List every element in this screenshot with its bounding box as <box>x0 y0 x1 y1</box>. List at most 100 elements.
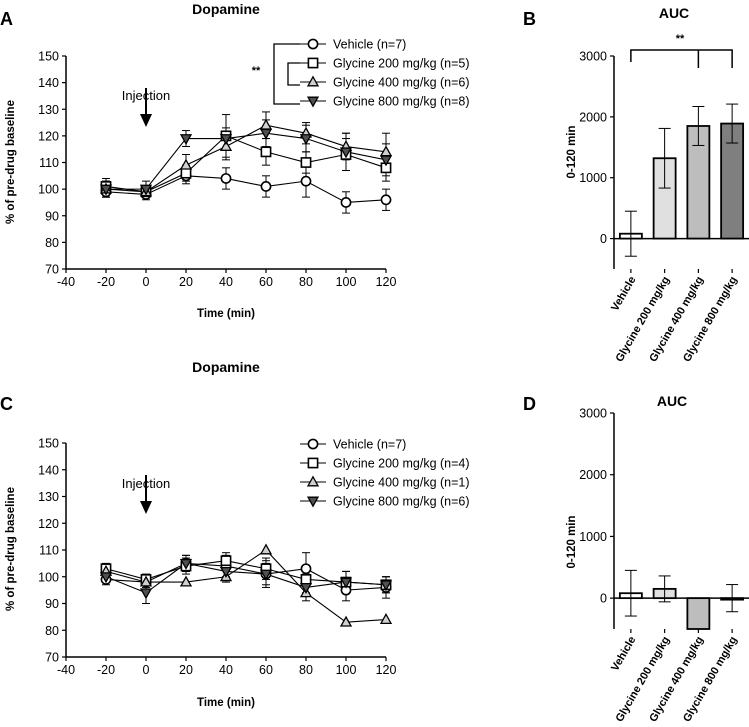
panel-c-x-tick-label: -20 <box>97 663 115 677</box>
panel-a-x-tick-label: 60 <box>259 275 273 289</box>
data-point-circle <box>260 181 272 192</box>
panel-a-y-tick-label: 70 <box>45 263 59 277</box>
legend-label: Vehicle (n=7) <box>333 38 406 52</box>
panel-c-x-tick-label: -40 <box>57 663 75 677</box>
data-point-triangle-up <box>179 575 193 587</box>
panel-d-y-tick-label: 3000 <box>579 407 607 421</box>
panel-c-y-tick-label: 70 <box>45 651 59 665</box>
panel-d-y-tick-label: 0 <box>600 592 607 606</box>
data-point-square <box>300 574 312 585</box>
legend-label: Glycine 200 mg/kg (n=5) <box>333 57 470 71</box>
data-point-triangle-down <box>259 569 273 581</box>
panel-b-y-tick-label: 3000 <box>579 50 607 64</box>
panel-c-y-tick-label: 80 <box>45 624 59 638</box>
series-line <box>106 132 387 190</box>
panel-c-y-tick-label: 100 <box>38 570 59 584</box>
panel-c-line-chart: Dopamine % of pre-drug baseline Time (mi… <box>5 359 470 709</box>
legend-label: Glycine 400 mg/kg (n=6) <box>333 76 470 90</box>
panel-a-y-tick-label: 100 <box>38 183 59 197</box>
panel-b-y-tick-label: 1000 <box>579 171 607 185</box>
legend-label: Glycine 800 mg/kg (n=8) <box>333 95 470 109</box>
series-line <box>105 562 387 591</box>
data-point-triangle-down <box>99 184 113 196</box>
series-line <box>105 562 387 594</box>
legend-marker-triangle-up <box>306 475 320 487</box>
data-point-triangle-up <box>379 613 393 624</box>
legend-label: Glycine 400 mg/kg (n=1) <box>333 476 470 490</box>
data-point-triangle-down <box>299 134 313 146</box>
panel-b-y-tick-label: 2000 <box>579 110 607 124</box>
data-point-square <box>300 157 312 168</box>
series-line <box>105 135 387 193</box>
panel-a-line-chart: Dopamine % of pre-drug baseline Time (mi… <box>5 1 470 320</box>
panel-d-y-tick-label: 1000 <box>579 530 607 544</box>
panel-c-x-tick-label: 40 <box>219 663 233 677</box>
panel-c-y-tick-label: 130 <box>38 490 59 504</box>
panel-c-y-tick-label: 150 <box>38 437 59 451</box>
panel-c-y-tick-label: 90 <box>45 597 59 611</box>
data-point-triangle-down <box>299 583 313 594</box>
data-point-triangle-down <box>339 577 353 589</box>
panel-b-y-tick-label: 0 <box>600 232 607 246</box>
panel-d-y-tick-label: 2000 <box>579 468 607 482</box>
panel-d-title: AUC <box>657 393 687 409</box>
data-point-triangle-up <box>219 139 233 151</box>
panel-a-x-tick-label: 40 <box>219 275 233 289</box>
data-point-triangle-up <box>339 615 353 627</box>
panel-a-y-tick-label: 140 <box>38 76 59 90</box>
data-point-triangle-down <box>339 147 353 159</box>
panel-a-x-tick-label: 0 <box>143 275 150 289</box>
panel-c-x-tick-label: 120 <box>376 663 397 677</box>
data-point-triangle-up <box>139 575 153 587</box>
panel-letter-d: D <box>523 394 536 414</box>
panel-a-x-axis-label: Time (min) <box>197 308 255 320</box>
panel-letter-b: B <box>523 9 536 29</box>
panel-a-y-tick-label: 90 <box>45 209 59 223</box>
legend-marker-circle <box>307 438 319 450</box>
panel-d-y-axis-label: 0-120 min <box>566 515 578 568</box>
legend-marker-triangle-down <box>306 496 320 508</box>
panel-a-x-tick-label: 100 <box>336 275 357 289</box>
panel-a-y-tick-label: 120 <box>38 129 59 143</box>
legend-marker-circle <box>307 38 319 50</box>
bar-3 <box>686 597 711 630</box>
data-point-triangle-up <box>179 158 193 170</box>
panel-c-y-tick-label: 140 <box>38 463 59 477</box>
panel-a-y-tick-label: 130 <box>38 103 59 117</box>
panel-a-y-tick-label: 80 <box>45 236 59 250</box>
panel-c-x-tick-label: 80 <box>299 663 313 677</box>
series-line <box>105 175 387 203</box>
data-point-circle <box>220 173 232 184</box>
data-point-triangle-down <box>259 128 273 140</box>
panel-a-y-axis-label: % of pre-drug baseline <box>5 100 17 224</box>
panel-a-x-tick-label: -20 <box>97 275 115 289</box>
panel-a-x-tick-label: 80 <box>299 275 313 289</box>
legend-label: Glycine 200 mg/kg (n=4) <box>333 457 470 471</box>
panel-c-x-axis-label: Time (min) <box>197 697 255 709</box>
panel-a-significance-label: ** <box>252 65 261 77</box>
data-point-circle <box>340 197 352 208</box>
data-point-triangle-up <box>259 118 273 130</box>
panel-a-significance-bracket <box>273 43 300 105</box>
data-point-triangle-up <box>259 543 273 555</box>
legend-label: Vehicle (n=7) <box>333 438 406 452</box>
panel-c-x-tick-label: 100 <box>336 663 357 677</box>
panel-b-y-axis-label: 0-120 min <box>566 125 578 178</box>
panel-letter-c: C <box>0 394 13 414</box>
panel-a-x-tick-label: -40 <box>57 275 75 289</box>
panel-b-significance-label: ** <box>676 33 685 45</box>
panel-b-bar-chart: AUC 0-120 min ** 0100020003000VehicleGly… <box>566 5 749 364</box>
panel-c-title: Dopamine <box>192 359 260 375</box>
panel-a-significance-sub-bracket <box>287 62 300 86</box>
panel-a-y-tick-label: 150 <box>38 50 59 64</box>
data-point-triangle-down <box>219 566 233 578</box>
data-point-triangle-down <box>99 572 113 584</box>
panel-c-x-tick-label: 20 <box>179 663 193 677</box>
legend-marker-square <box>307 57 319 69</box>
panel-a-x-tick-label: 20 <box>179 275 193 289</box>
data-point-triangle-down <box>219 134 233 146</box>
panel-b-title: AUC <box>659 5 689 21</box>
panel-a-x-tick-label: 120 <box>376 275 397 289</box>
panel-letter-a: A <box>0 9 13 29</box>
